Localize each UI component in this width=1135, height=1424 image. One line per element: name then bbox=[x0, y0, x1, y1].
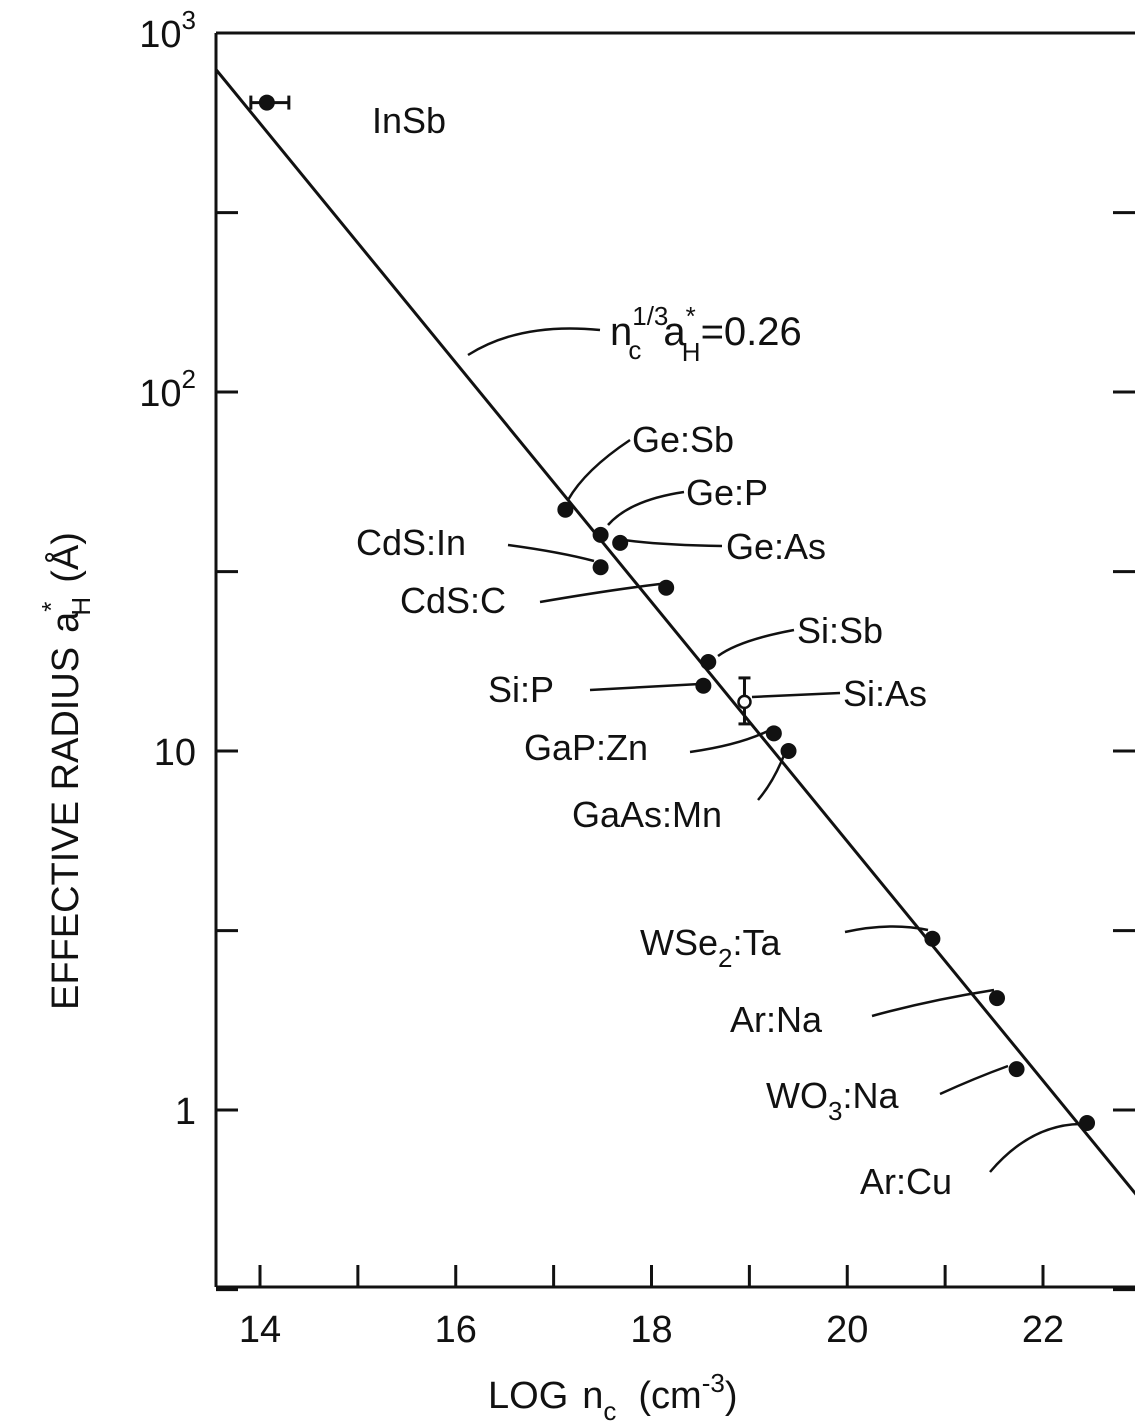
point-label-part: WO bbox=[766, 1075, 828, 1116]
data-point bbox=[988, 990, 1005, 1007]
point-label: Ge:Sb bbox=[632, 419, 734, 460]
label-leader bbox=[607, 490, 685, 526]
ylabel-sub: H bbox=[66, 597, 96, 616]
label-leader bbox=[871, 988, 995, 1018]
x-tick-label: 18 bbox=[630, 1309, 672, 1351]
fit-equation: n1/3 c a* H=0.26 bbox=[610, 301, 802, 367]
y-tick-label: 1 bbox=[175, 1091, 196, 1133]
label-leader bbox=[689, 728, 771, 754]
y-tick-base: 10 bbox=[139, 14, 181, 56]
data-point bbox=[258, 94, 275, 111]
label-leader bbox=[844, 925, 929, 934]
point-label: CdS:In bbox=[356, 522, 466, 563]
label-leader bbox=[507, 543, 595, 563]
x-tick-label: 14 bbox=[239, 1309, 281, 1351]
y-tick-base: 1 bbox=[175, 1091, 196, 1133]
xlabel-unit-exp: -3 bbox=[702, 1368, 725, 1398]
point-label-part: :Ta bbox=[732, 922, 781, 963]
eq-a-sup: * bbox=[686, 301, 696, 331]
label-leader bbox=[989, 1122, 1081, 1173]
x-tick-label: 22 bbox=[1022, 1309, 1064, 1351]
xlabel-unit-open: (cm bbox=[638, 1375, 701, 1417]
data-point bbox=[612, 534, 629, 551]
eq-n-sub: c bbox=[628, 335, 641, 365]
y-tick-exp: 3 bbox=[182, 5, 196, 35]
xlabel-unit-close: ) bbox=[725, 1375, 738, 1417]
point-label: Ge:As bbox=[726, 526, 826, 567]
point-label: Si:P bbox=[488, 669, 554, 710]
x-tick-label: 16 bbox=[435, 1309, 477, 1351]
y-tick-base: 10 bbox=[154, 732, 196, 774]
y-tick-label: 10 bbox=[154, 732, 196, 774]
label-leader bbox=[757, 749, 788, 801]
eq-a-sub: H bbox=[682, 337, 701, 367]
x-axis-title: LOG nc (cm-3) bbox=[488, 1368, 737, 1424]
data-point bbox=[1008, 1061, 1025, 1078]
point-label-part: :Na bbox=[842, 1075, 899, 1116]
point-label: WO3:Na bbox=[766, 1075, 899, 1126]
point-label: Si:Sb bbox=[797, 610, 883, 651]
data-point bbox=[700, 653, 717, 670]
label-leader bbox=[589, 682, 701, 692]
data-point bbox=[658, 579, 675, 596]
label-leader bbox=[623, 538, 723, 548]
point-label: GaP:Zn bbox=[524, 727, 648, 768]
point-label: WSe2:Ta bbox=[640, 922, 781, 973]
point-label: GaAs:Mn bbox=[572, 794, 722, 835]
data-point bbox=[924, 930, 941, 947]
label-leader bbox=[939, 1064, 1009, 1096]
xlabel-var: n bbox=[582, 1375, 603, 1417]
point-label: Ar:Cu bbox=[860, 1161, 952, 1202]
label-leader bbox=[751, 691, 841, 699]
y-tick-label: 103 bbox=[139, 5, 196, 56]
eq-a: a bbox=[663, 310, 686, 354]
ylabel-var: a bbox=[45, 611, 87, 633]
y-tick-exp: 2 bbox=[182, 364, 196, 394]
label-leader bbox=[539, 582, 661, 604]
eq-rhs: =0.26 bbox=[701, 310, 802, 354]
point-label: CdS:C bbox=[400, 580, 506, 621]
y-axis-title: EFFECTIVE RADIUS a*H (Å) bbox=[36, 532, 96, 1010]
data-point bbox=[1079, 1115, 1096, 1132]
point-label-sub: 3 bbox=[828, 1096, 842, 1126]
label-leader bbox=[717, 628, 795, 658]
ylabel-unit: (Å) bbox=[43, 532, 87, 583]
point-label-sub: 2 bbox=[718, 943, 732, 973]
point-label-part: WSe bbox=[640, 922, 718, 963]
fit-line bbox=[214, 68, 1135, 1196]
data-point bbox=[592, 559, 609, 576]
data-point bbox=[592, 526, 609, 543]
ylabel-main: EFFECTIVE RADIUS bbox=[45, 647, 87, 1010]
point-label: Ar:Na bbox=[730, 999, 823, 1040]
data-point bbox=[695, 677, 712, 694]
equation-leader bbox=[467, 327, 601, 357]
data-point bbox=[557, 501, 574, 518]
label-leader bbox=[566, 438, 631, 501]
xlabel-main: LOG bbox=[488, 1375, 568, 1417]
data-point bbox=[737, 694, 752, 710]
eq-n: n bbox=[610, 310, 632, 354]
point-label: InSb bbox=[372, 100, 446, 141]
ylabel-star: * bbox=[36, 602, 66, 612]
point-label: Si:As bbox=[843, 673, 927, 714]
x-tick-label: 20 bbox=[826, 1309, 868, 1351]
y-tick-label: 102 bbox=[139, 364, 196, 415]
y-tick-base: 10 bbox=[139, 373, 181, 415]
point-label: Ge:P bbox=[686, 472, 768, 513]
data-point bbox=[780, 743, 797, 759]
data-point bbox=[765, 725, 782, 742]
eq-n-sup: 1/3 bbox=[632, 301, 668, 331]
xlabel-sub: c bbox=[603, 1396, 616, 1424]
